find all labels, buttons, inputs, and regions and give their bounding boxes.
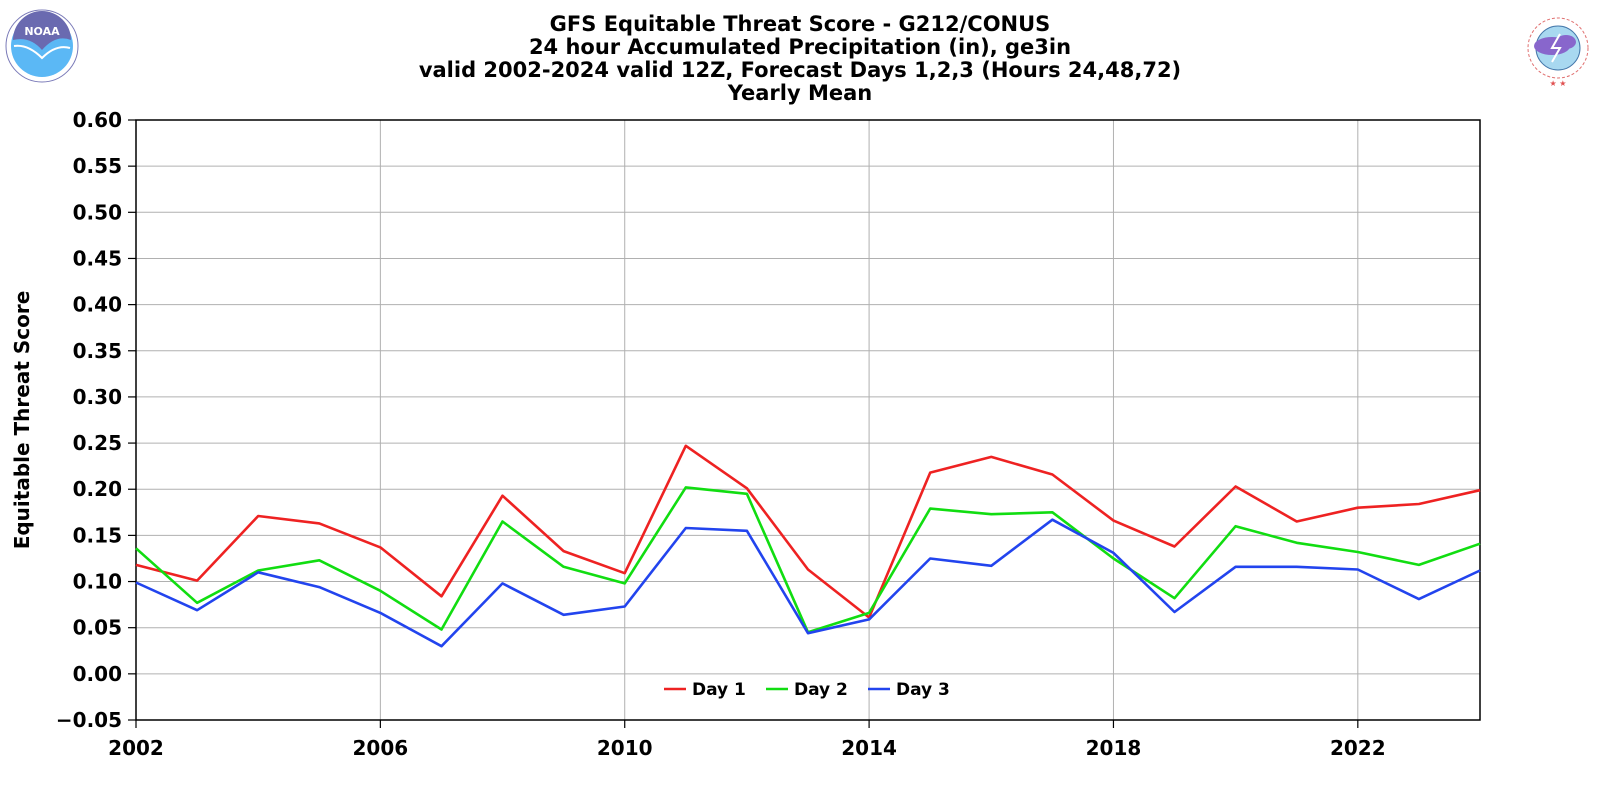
y-tick-label: 0.10: [73, 570, 122, 594]
series-line-day-3: [135, 518, 1481, 648]
x-tick-label: 2022: [1330, 736, 1386, 760]
series-line-day-1: [135, 444, 1481, 619]
y-tick-label: 0.15: [73, 523, 122, 547]
svg-text:★ ★: ★ ★: [1550, 79, 1567, 88]
y-tick-label: 0.55: [73, 154, 122, 178]
y-tick-label: −0.05: [56, 708, 122, 732]
y-tick-label: 0.60: [73, 108, 122, 132]
noaa-logo-text: NOAA: [24, 25, 60, 38]
x-tick-label: 2018: [1086, 736, 1142, 760]
series-line-day-2: [135, 486, 1481, 634]
y-tick-label: 0.05: [73, 616, 122, 640]
y-tick-label: 0.25: [73, 431, 122, 455]
y-tick-label: 0.45: [73, 246, 122, 270]
legend: Day 1 Day 2 Day 3: [664, 680, 950, 700]
nws-logo: ★ ★: [1527, 17, 1589, 88]
y-tick-label: 0.40: [73, 293, 122, 317]
chart-title-line-3: valid 2002-2024 valid 12Z, Forecast Days…: [419, 58, 1181, 82]
y-tick-label: 0.30: [73, 385, 122, 409]
y-tick-label: 0.50: [73, 200, 122, 224]
x-tick-label: 2014: [841, 736, 897, 760]
chart-title-line-1: GFS Equitable Threat Score - G212/CONUS: [550, 12, 1051, 36]
y-tick-label: 0.20: [73, 477, 122, 501]
x-tick-label: 2010: [597, 736, 653, 760]
x-tick-label: 2006: [353, 736, 409, 760]
noaa-logo: NOAA: [5, 9, 79, 83]
y-axis-label: Equitable Threat Score: [10, 291, 34, 550]
chart-title-line-4: Yearly Mean: [727, 81, 873, 105]
chart-title-line-2: 24 hour Accumulated Precipitation (in), …: [529, 35, 1071, 59]
legend-label-day-1: Day 1: [692, 680, 746, 700]
y-tick-label: 0.35: [73, 339, 122, 363]
y-tick-label: 0.00: [73, 662, 122, 686]
plot-frame: [135, 119, 1481, 721]
x-tick-label: 2002: [108, 736, 164, 760]
legend-label-day-2: Day 2: [794, 680, 848, 700]
legend-label-day-3: Day 3: [896, 680, 950, 700]
